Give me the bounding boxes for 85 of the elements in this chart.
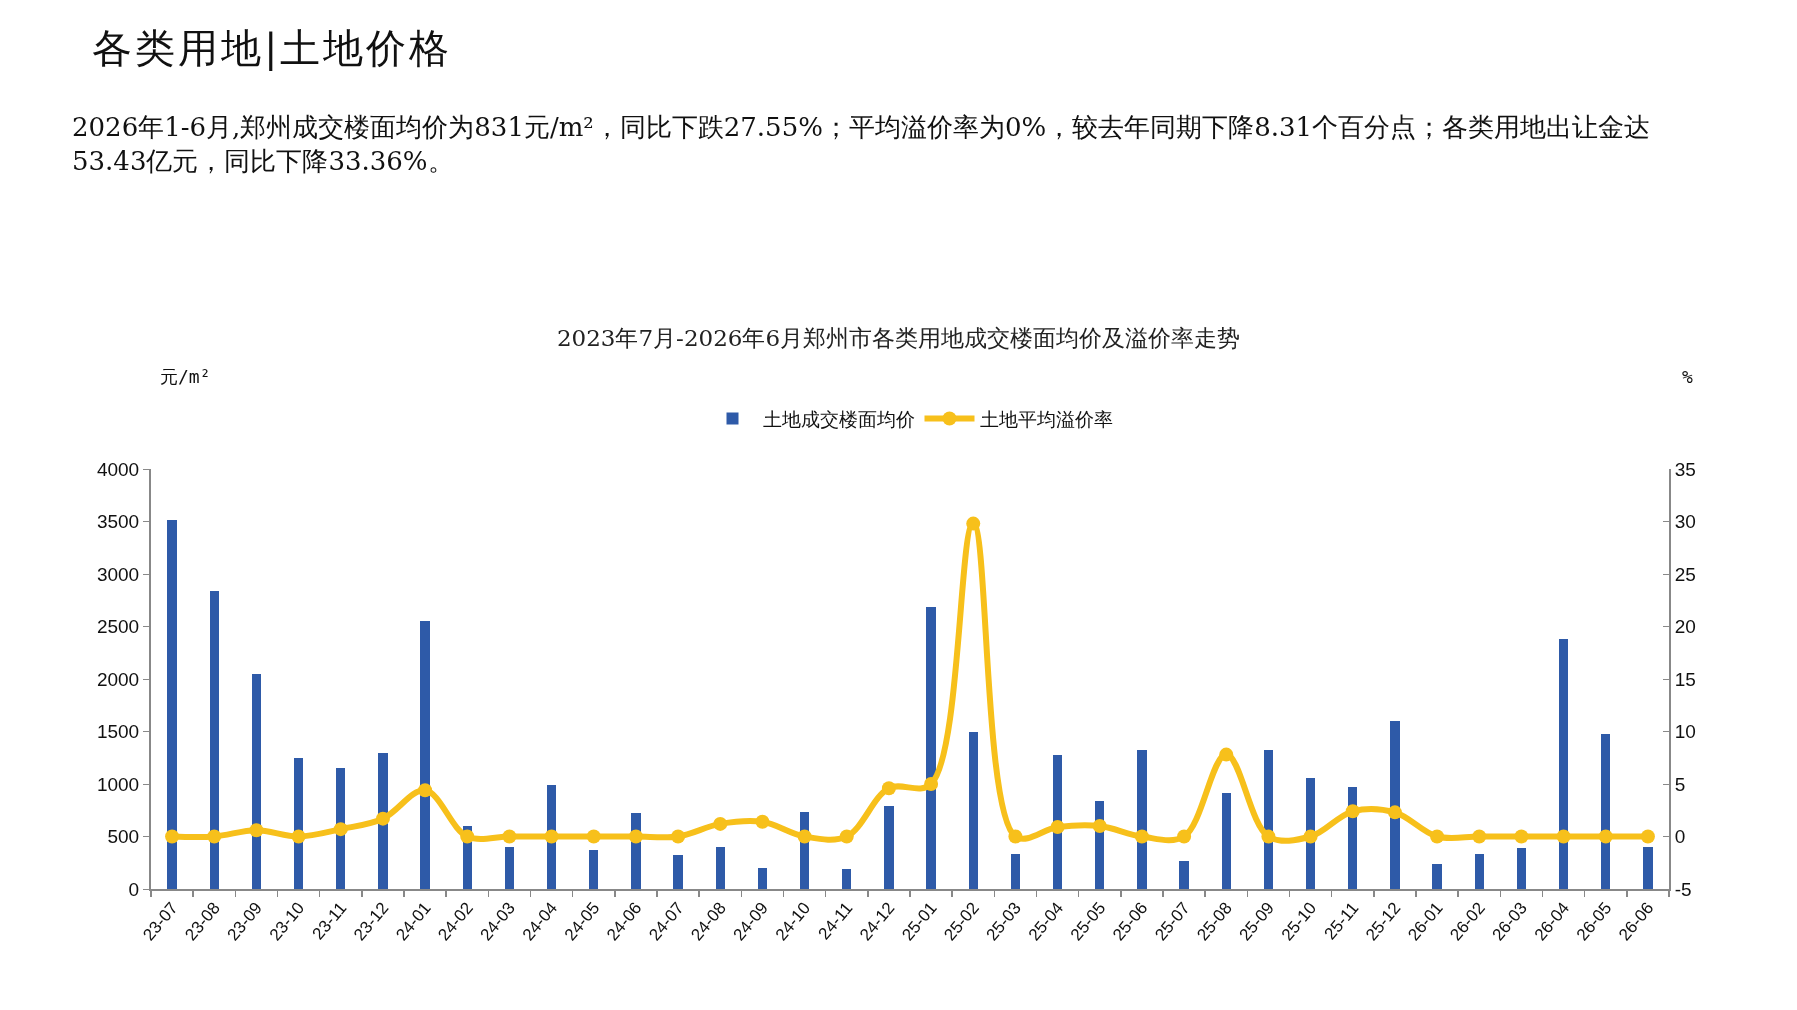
bar [1558,639,1569,889]
y-tick-label: 2500 [96,616,140,638]
point [1219,747,1234,762]
bar [1010,854,1021,889]
point [249,823,264,838]
point [502,829,517,844]
point [1177,829,1192,844]
y-tick-label: 500 [107,826,140,848]
bar [420,621,430,889]
point [671,829,686,844]
legend-label: 土地平均溢价率 [979,407,1113,430]
point [165,829,180,844]
point [1387,805,1402,820]
y-tick-label: 1500 [96,721,140,743]
y-tick-label: 3000 [96,563,140,585]
bar [1179,860,1189,889]
y2-axis-title: % [1682,366,1693,387]
bar [504,847,515,889]
y2-tick-label: 20 [1674,616,1696,638]
point [1050,820,1065,835]
bar [884,806,894,889]
point [755,814,770,829]
y2-tick-label: -5 [1674,878,1692,900]
point [418,783,433,798]
point [544,829,559,844]
point [333,822,348,837]
chart-title: 2023年7月-2026年6月郑州市各类用地成交楼面均价及溢价率走势 [556,325,1241,352]
bar [1474,854,1484,889]
point [460,829,475,844]
bar [1432,863,1442,889]
y2-tick-label: 10 [1674,721,1696,743]
bar [251,673,262,889]
point [839,829,854,844]
bar [968,731,978,889]
point [1640,829,1655,844]
point [1472,829,1487,844]
y2-tick-label: 30 [1674,511,1696,533]
legend-label: 土地成交楼面均价 [762,407,915,430]
bar [167,520,177,889]
point [1008,829,1023,844]
bar [378,752,388,889]
point [1598,829,1613,844]
bar [842,869,852,889]
point [1514,829,1529,844]
bar [673,855,683,889]
y2-tick-label: 35 [1674,458,1696,480]
point [1556,829,1571,844]
point [291,829,306,844]
point [207,829,222,844]
bar [757,868,768,889]
point [628,829,643,844]
y-tick-label: 2000 [96,668,140,690]
y-tick-label: 4000 [96,458,140,480]
bar [589,850,599,889]
bar [926,606,936,889]
point [1092,819,1107,833]
y-tick-label: 1000 [96,773,140,795]
bar [1137,750,1147,889]
point [966,516,981,531]
y-tick-label: 3500 [96,511,140,533]
text: 各类用地|土地价格 [92,24,453,73]
y-axis-title: 元/m² [160,366,211,387]
y2-tick-label: 25 [1674,563,1696,585]
point [881,781,896,796]
bar [209,590,219,889]
point [1303,829,1318,844]
y2-tick-label: 0 [1674,826,1686,848]
point [713,816,728,831]
y2-tick-label: 15 [1674,668,1696,690]
point [1345,804,1360,819]
point [586,829,601,844]
point [1261,829,1276,844]
point [375,811,390,826]
bar [1221,793,1231,889]
point [797,829,812,844]
point [1430,829,1445,844]
text: 2026年1-6月,郑州成交楼面均价为831元/m²，同比下跌27.55%；平均溢价率为0%，较去年同期下降8.31个百分点；各类用地出让金达53.43亿元，同比下降33.36%。 [72,111,1652,178]
point [1134,829,1149,844]
point [924,777,939,791]
bar [1643,847,1653,889]
bar [1516,848,1527,889]
bar [715,847,725,889]
y-tick-label: 0 [128,878,140,900]
y2-tick-label: 5 [1674,773,1686,795]
bar [1390,721,1400,889]
